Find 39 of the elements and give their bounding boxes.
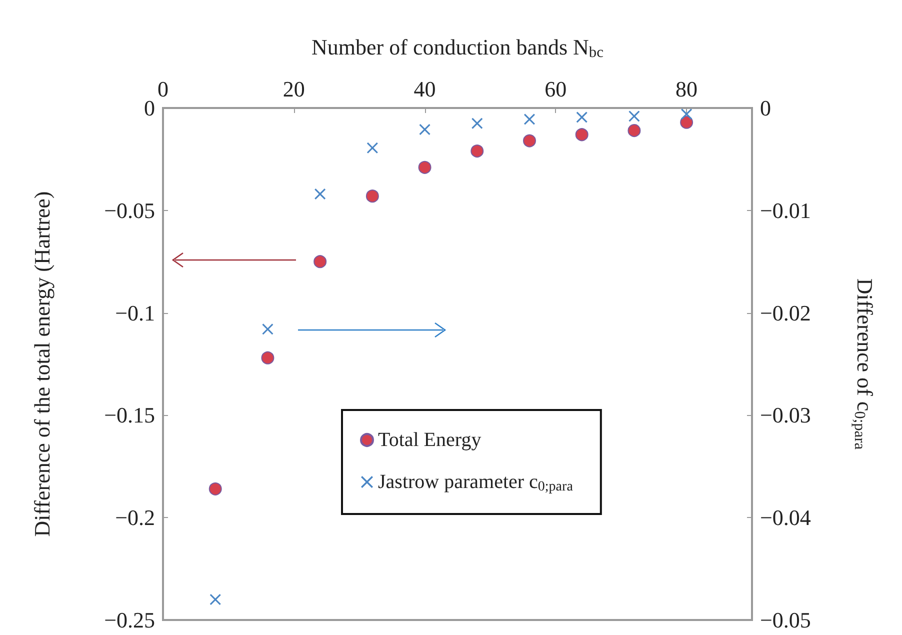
point — [262, 324, 274, 335]
x-tick-label: 40 — [414, 76, 436, 102]
y2-tick-label: −0.01 — [760, 198, 811, 223]
point — [210, 594, 221, 606]
point — [261, 351, 274, 364]
point — [472, 118, 483, 129]
legend-label: Total Energy — [378, 429, 482, 451]
y2-axis-title: Difference of c0;para — [851, 278, 878, 450]
y2-tick-label: −0.04 — [760, 505, 811, 530]
y2-tick-label: −0.03 — [760, 402, 811, 428]
point — [524, 114, 535, 125]
point — [575, 128, 588, 142]
y-tick-label: −0.2 — [115, 505, 155, 530]
point — [366, 190, 379, 203]
x-tick-label: 20 — [282, 76, 305, 102]
y-tick-label: −0.1 — [115, 300, 155, 326]
point — [366, 142, 378, 154]
point — [314, 188, 326, 200]
y2-tick-label: 0 — [760, 96, 771, 120]
point — [418, 160, 432, 174]
y-axis-title: Difference of the total energy (Hartree) — [30, 191, 54, 537]
point — [419, 124, 430, 136]
point — [208, 482, 222, 496]
point — [523, 134, 536, 148]
point — [470, 144, 484, 158]
y-tick-label: 0 — [144, 96, 155, 120]
x-tick-label: 60 — [544, 76, 567, 102]
point — [628, 124, 641, 138]
point — [681, 108, 692, 120]
x-tick-label: 80 — [676, 76, 698, 102]
point — [314, 255, 327, 268]
y-tick-label: −0.15 — [104, 402, 155, 428]
y-tick-label: −0.25 — [104, 608, 155, 632]
y-tick-label: −0.05 — [104, 198, 155, 223]
point — [680, 116, 694, 129]
point — [628, 110, 640, 122]
y2-tick-label: −0.02 — [760, 300, 811, 326]
point — [576, 112, 588, 123]
y2-tick-label: −0.05 — [760, 608, 811, 632]
